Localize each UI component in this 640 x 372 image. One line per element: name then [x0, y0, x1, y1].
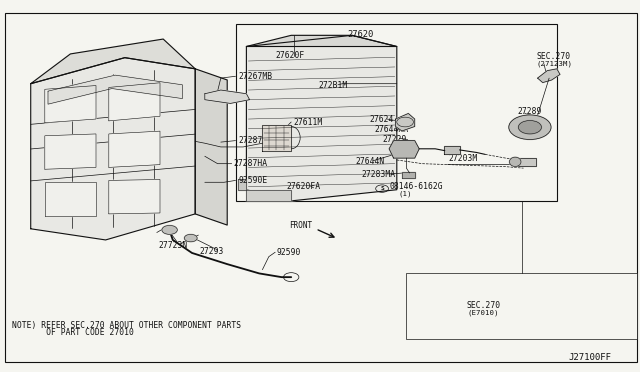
Text: 27723N: 27723N: [159, 241, 188, 250]
Polygon shape: [31, 58, 195, 240]
Text: (27123M): (27123M): [536, 61, 572, 67]
Text: 27611M: 27611M: [293, 118, 323, 127]
Polygon shape: [246, 35, 397, 46]
Text: FRONT: FRONT: [289, 221, 312, 230]
Polygon shape: [246, 35, 397, 201]
Polygon shape: [205, 90, 250, 103]
Text: 27624: 27624: [370, 115, 394, 124]
Polygon shape: [31, 39, 195, 84]
Circle shape: [509, 115, 551, 140]
Text: 27283MA: 27283MA: [362, 170, 396, 179]
Text: 27229: 27229: [383, 135, 407, 144]
Polygon shape: [515, 158, 536, 166]
Text: NOTE) REFER SEC.270 ABOUT OTHER COMPONENT PARTS: NOTE) REFER SEC.270 ABOUT OTHER COMPONEN…: [12, 321, 241, 330]
Polygon shape: [109, 180, 160, 214]
Text: 08146-6162G: 08146-6162G: [389, 182, 443, 191]
Text: 27620F: 27620F: [275, 51, 305, 60]
Circle shape: [162, 225, 177, 234]
Text: S: S: [380, 186, 384, 191]
Text: 27287HA: 27287HA: [234, 159, 268, 168]
Text: (E7010): (E7010): [467, 310, 499, 317]
Polygon shape: [45, 86, 96, 123]
Text: 27287N: 27287N: [238, 136, 268, 145]
Polygon shape: [396, 113, 415, 131]
Text: 27267MB: 27267MB: [238, 72, 272, 81]
Text: 27644N: 27644N: [355, 157, 385, 166]
Circle shape: [397, 117, 413, 127]
Text: 27620FA: 27620FA: [287, 182, 321, 191]
Polygon shape: [389, 141, 419, 158]
Text: 27644NA: 27644NA: [374, 125, 408, 134]
Polygon shape: [444, 146, 460, 154]
Polygon shape: [48, 75, 182, 104]
Bar: [236, 24, 557, 201]
Polygon shape: [246, 190, 291, 201]
Polygon shape: [195, 69, 227, 225]
Polygon shape: [109, 83, 160, 121]
Text: 27293: 27293: [200, 247, 224, 256]
Text: 92590E: 92590E: [238, 176, 268, 185]
Polygon shape: [262, 125, 291, 151]
Polygon shape: [238, 179, 246, 190]
Polygon shape: [109, 131, 160, 167]
Bar: [406, 273, 637, 339]
Ellipse shape: [509, 157, 521, 167]
Text: 272B1M: 272B1M: [319, 81, 348, 90]
Text: 27203M: 27203M: [448, 154, 477, 163]
Text: (1): (1): [398, 190, 412, 197]
Text: 27620: 27620: [347, 30, 373, 39]
Circle shape: [184, 234, 197, 242]
Text: SEC.270: SEC.270: [536, 52, 570, 61]
Polygon shape: [402, 172, 415, 178]
Text: 92590: 92590: [276, 248, 301, 257]
Polygon shape: [45, 134, 96, 169]
Text: J27100FF: J27100FF: [568, 353, 611, 362]
Polygon shape: [45, 182, 96, 216]
Polygon shape: [538, 69, 560, 83]
Circle shape: [518, 121, 541, 134]
Text: OF PART CODE 27010: OF PART CODE 27010: [12, 328, 133, 337]
Text: SEC.270: SEC.270: [466, 301, 500, 310]
Text: 27289: 27289: [517, 107, 541, 116]
